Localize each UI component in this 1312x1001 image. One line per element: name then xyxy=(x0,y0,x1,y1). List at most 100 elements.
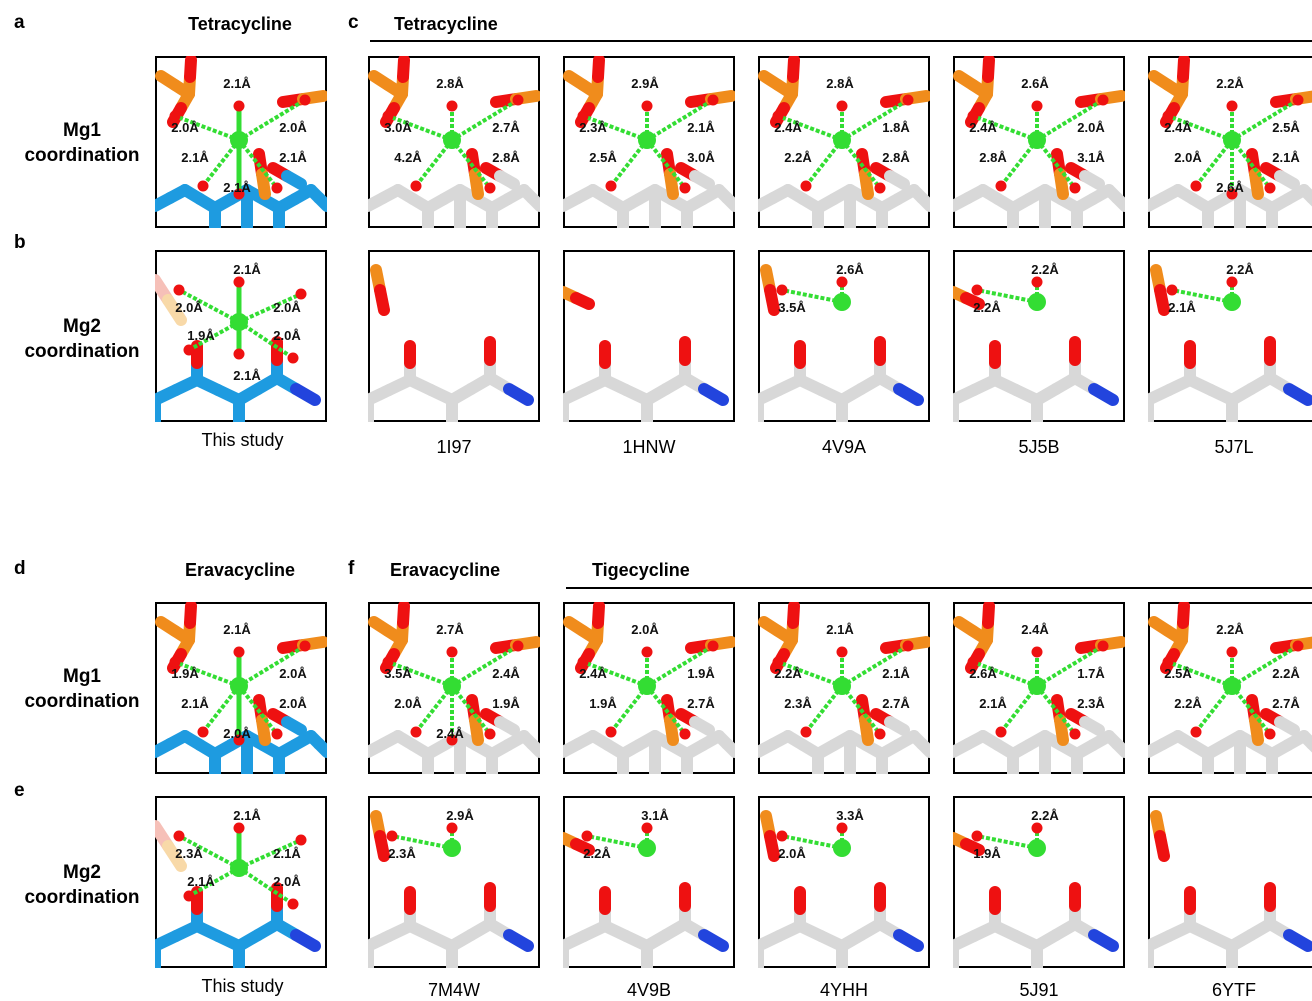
oxygen-atom xyxy=(169,656,181,668)
phosphate-stick xyxy=(592,602,605,629)
oxygen-atom xyxy=(446,646,458,658)
phosphate-stick xyxy=(960,838,985,856)
ligand-stick xyxy=(162,294,187,326)
molecule xyxy=(953,832,1119,968)
oxygen-atom xyxy=(295,834,307,846)
coordination-bond xyxy=(609,684,649,734)
oxygen-atom xyxy=(446,100,458,112)
oxygen-stick xyxy=(884,170,910,190)
ligand-stick xyxy=(162,840,187,872)
distance-label: 1.9Å xyxy=(973,846,1001,861)
oxygen-atom xyxy=(605,726,617,738)
oxygen-atom xyxy=(902,94,914,106)
coordination-bond xyxy=(1035,644,1105,688)
distance-label: 2.6Å xyxy=(1021,76,1049,91)
distance-label: 1.7Å xyxy=(1077,666,1105,681)
distance-label: 2.5Å xyxy=(1272,120,1300,135)
distance-label: 2.1Å xyxy=(1272,150,1300,165)
oxygen-atom xyxy=(836,276,848,288)
coordination-bonds xyxy=(772,94,914,194)
phosphate-stick xyxy=(184,56,197,83)
amide-stick xyxy=(1283,383,1312,406)
phosphate-stick xyxy=(184,602,197,629)
panel-letter-c: c xyxy=(348,12,359,33)
ring-stick xyxy=(526,192,540,212)
group-title-top: Tetracycline xyxy=(394,14,498,34)
magnesium-ion xyxy=(443,839,461,857)
distance-label: 2.0Å xyxy=(394,696,422,711)
molecule xyxy=(758,264,924,422)
magnesium-ion xyxy=(1028,677,1046,695)
coordination-bond xyxy=(999,138,1039,188)
oxygen-stick xyxy=(281,170,307,190)
oxygen-atom xyxy=(1226,188,1238,200)
coordination-bond xyxy=(609,138,649,188)
ring-stick xyxy=(1111,192,1125,212)
coordination-bonds xyxy=(382,94,524,194)
oxygen-atom xyxy=(386,830,398,842)
coordination-bond xyxy=(840,684,882,736)
oxygen-atom xyxy=(233,188,245,200)
oxygen-atom xyxy=(800,726,812,738)
row-label-mg2-bottom: Mg2 coordination xyxy=(12,860,152,910)
magnesium-ion xyxy=(443,677,461,695)
coordination-bond xyxy=(238,292,302,324)
oxygen-atom xyxy=(183,344,195,356)
phosphate-stick xyxy=(570,292,595,310)
coordination-bonds xyxy=(1162,94,1304,200)
coordination-bond xyxy=(1230,98,1300,142)
distance-label: 2.1Å xyxy=(233,368,261,383)
distance-label: 3.0Å xyxy=(384,120,412,135)
distance-label: 2.0Å xyxy=(175,300,203,315)
amide-stick xyxy=(1088,383,1119,406)
distance-label: 2.9Å xyxy=(446,808,474,823)
coordination-bond xyxy=(450,684,492,736)
distance-label: 2.0Å xyxy=(279,666,307,681)
coordination-bond xyxy=(645,138,687,190)
magnesium-ion xyxy=(230,131,248,149)
coordination-bond xyxy=(1230,138,1272,190)
distance-label: 2.2Å xyxy=(1031,808,1059,823)
structure-panel-b: 2.1Å 2.0Å 2.0Å 1.9Å 2.0Å 2.1Å xyxy=(155,250,327,422)
distance-label: 2.8Å xyxy=(882,150,910,165)
oxygen-atom xyxy=(967,656,979,668)
phosphate-stick xyxy=(982,56,995,83)
oxygen-stick xyxy=(1274,716,1300,736)
oxygen-atom xyxy=(1226,276,1238,288)
ring-stick xyxy=(721,192,735,212)
coordination-bond xyxy=(414,684,454,734)
structure-panel-f2: 2.0Å 2.4Å 1.9Å 1.9Å 2.7Å xyxy=(563,602,735,774)
distance-label: 2.8Å xyxy=(492,150,520,165)
row-label-line1: Mg1 xyxy=(63,666,101,687)
phosphate-stick xyxy=(1177,602,1190,629)
oxygen-atom xyxy=(1031,822,1043,834)
distance-label: 1.8Å xyxy=(882,120,910,135)
coordination-bond xyxy=(178,288,240,324)
distance-label: 2.1Å xyxy=(687,120,715,135)
phosphate-stick xyxy=(764,830,780,862)
structure-panel-c5: 2.2Å 2.4Å 2.5Å 2.0Å 2.1Å 2.6Å xyxy=(1148,56,1312,228)
distance-label: 1.9Å xyxy=(687,666,715,681)
phosphate-stick xyxy=(1154,830,1170,862)
oxygen-atom xyxy=(1264,728,1276,740)
distance-label: 2.1Å xyxy=(187,874,215,889)
coordination-bond xyxy=(237,684,279,736)
phosphate-stick xyxy=(787,56,800,83)
panel-letter-d: d xyxy=(14,558,26,579)
caption-4v9b: 4V9B xyxy=(626,980,672,1000)
oxygen-atom xyxy=(299,640,311,652)
ring-stick xyxy=(916,192,930,212)
distance-label: 2.0Å xyxy=(273,874,301,889)
distance-label: 2.4Å xyxy=(579,666,607,681)
caption-4v9a: 4V9A xyxy=(821,437,867,457)
molecule xyxy=(1148,56,1312,228)
row-label-mg2-top: Mg2 coordination xyxy=(12,314,152,364)
coordination-bonds xyxy=(776,276,848,304)
oxygen-atom xyxy=(484,728,496,740)
group2-underline-bottom xyxy=(566,587,1312,589)
distance-label: 2.2Å xyxy=(1216,76,1244,91)
structure-panel-c3: 2.8Å 2.4Å 1.8Å 2.2Å 2.8Å xyxy=(758,56,930,228)
molecule xyxy=(1148,810,1312,968)
distance-label: 2.0Å xyxy=(279,120,307,135)
distance-label: 2.2Å xyxy=(784,150,812,165)
